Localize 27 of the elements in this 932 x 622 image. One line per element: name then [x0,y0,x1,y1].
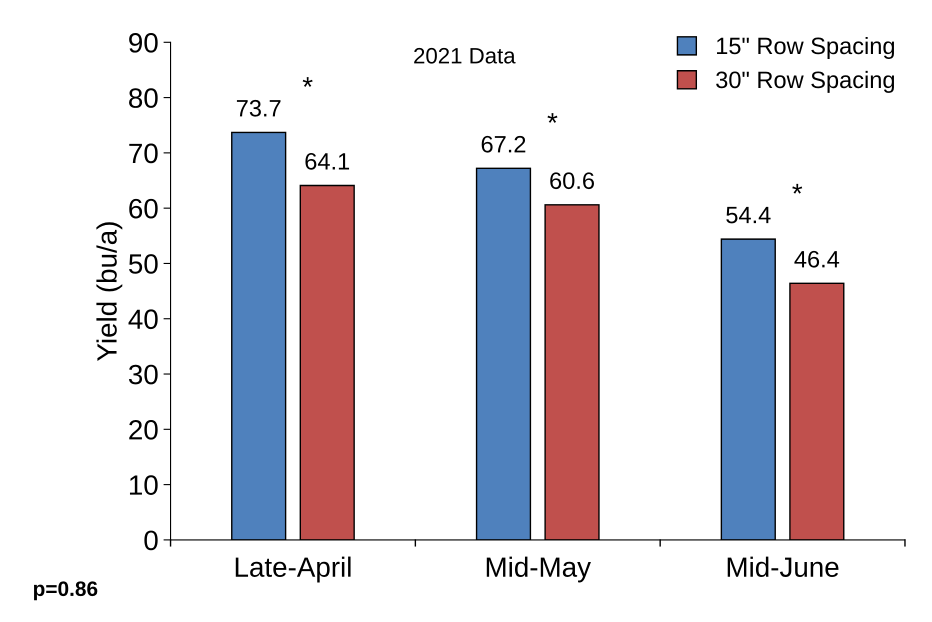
data-label: 64.1 [305,152,350,170]
text: p=0.86 [34,581,98,600]
x-tick-label: Mid-June [728,556,838,577]
data-label: 60.6 [550,172,594,190]
y-tick-label: 70 [129,144,158,164]
data-label: 67.2 [482,136,526,153]
y-tick-label: 50 [128,254,158,274]
y-axis-title: Yield (bu/a) [96,222,122,361]
y-tick-label: 60 [129,198,158,218]
x-tick-label: Late-April [236,556,351,582]
data-label: 54.4 [726,206,771,224]
y-tick-label: 90 [129,32,158,53]
data-label: 73.7 [236,100,280,117]
y-tick-label: 30 [128,364,158,384]
y-tick-label: 10 [130,475,158,495]
y-tick-label: 0 [144,530,158,550]
y-tick-label: 40 [128,309,158,330]
y-tick-label: 80 [129,88,158,108]
y-tick-label: 20 [129,420,158,440]
chart-title: 2021 Data [414,48,516,64]
legend-label: 30" Row Spacing [716,70,894,93]
annotation: * [547,113,558,123]
data-label: 46.4 [794,250,840,268]
annotation: * [302,77,313,87]
legend-label: 15" Row Spacing [717,36,894,59]
x-tick-label: Mid-May [486,556,591,582]
annotation: * [792,184,802,194]
